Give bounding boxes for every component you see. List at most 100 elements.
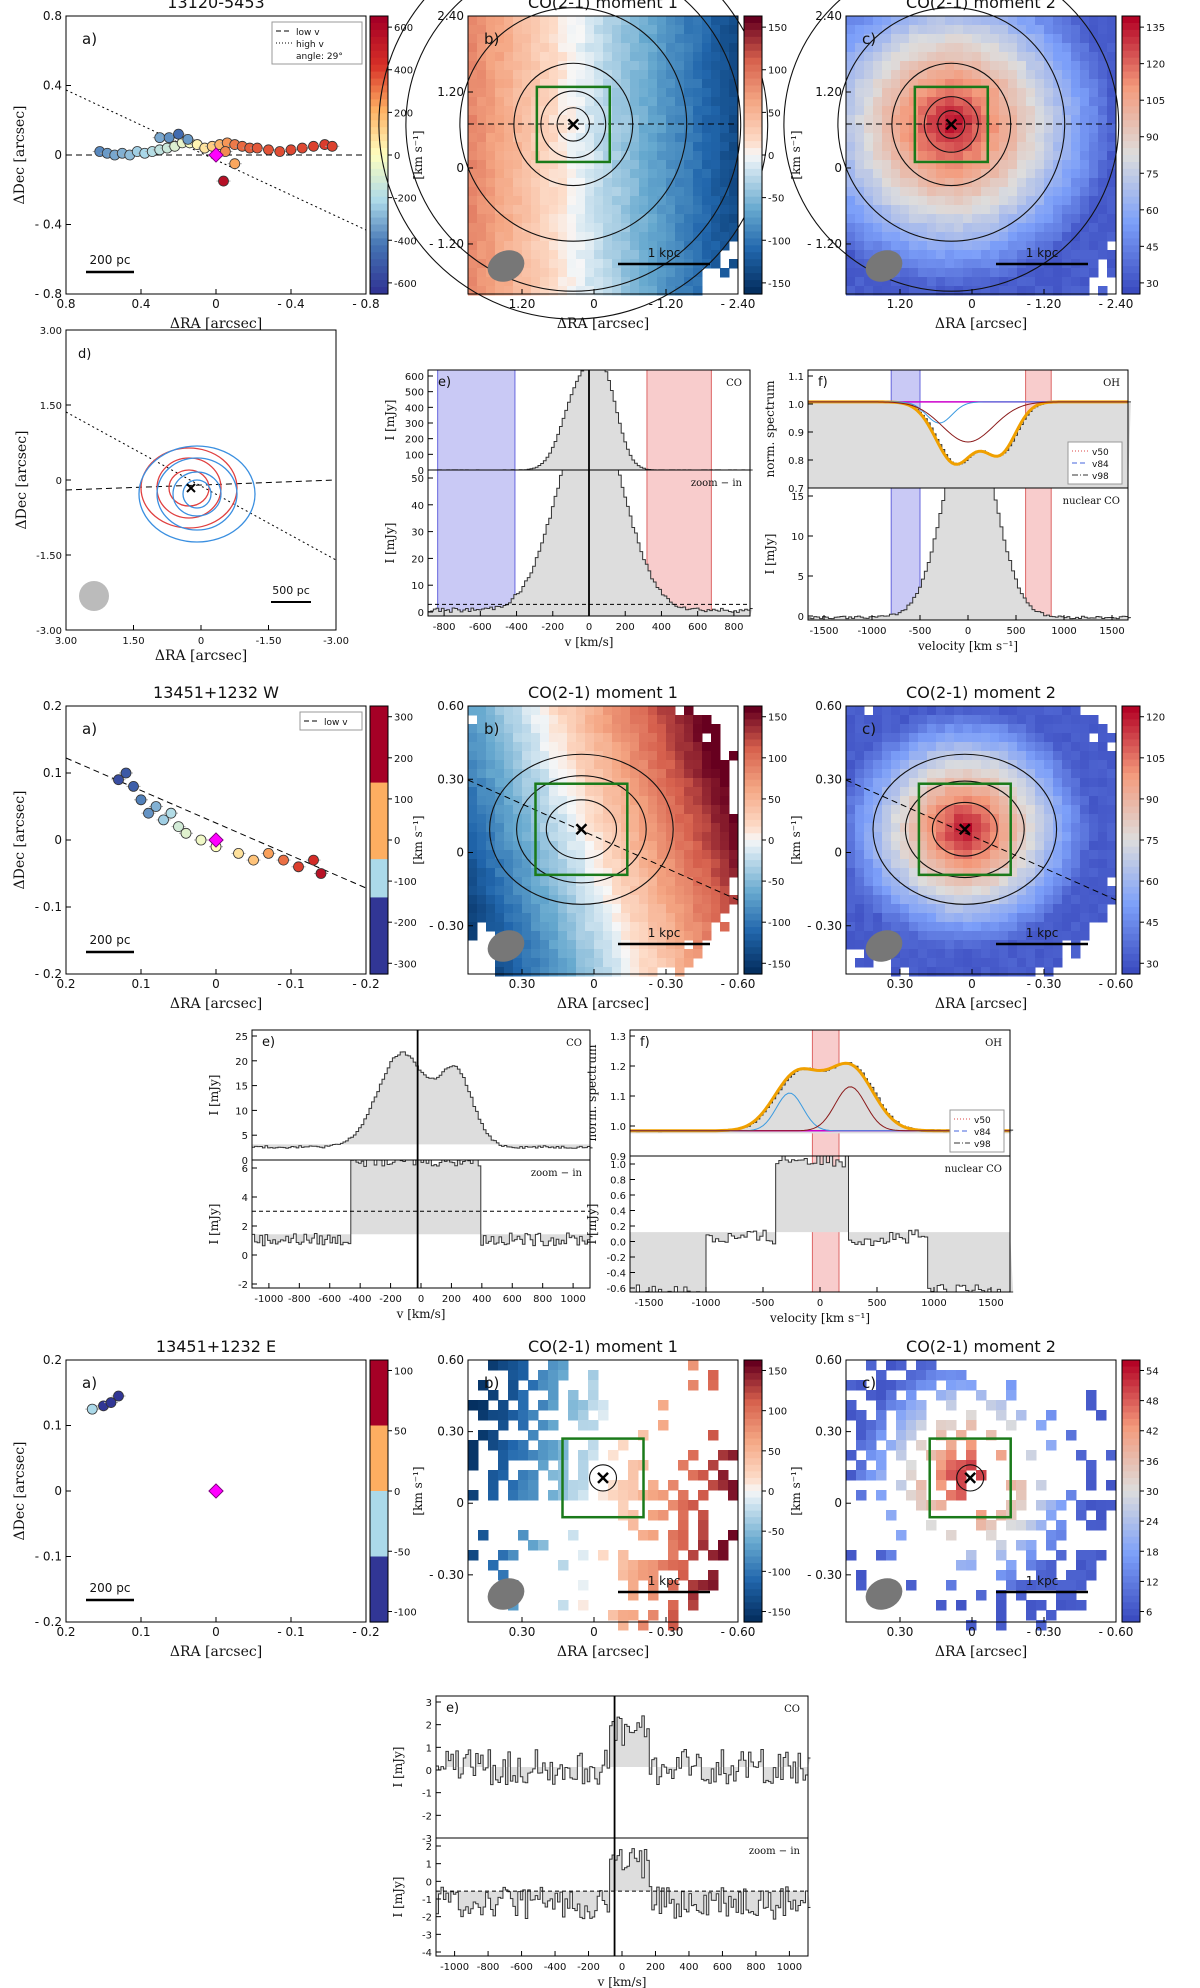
colorbar-cell [1122, 43, 1140, 52]
map-pixel [1071, 205, 1081, 215]
map-pixel [1046, 1570, 1057, 1581]
map-pixel [1089, 70, 1099, 80]
map-pixel [621, 751, 631, 761]
map-pixel [900, 742, 910, 752]
map-pixel [956, 1560, 967, 1571]
map-pixel [900, 160, 910, 170]
map-pixel [1053, 913, 1063, 923]
map-pixel [882, 895, 892, 905]
x-tick-label: 0.2 [56, 1625, 75, 1639]
intensity-contour [588, 1464, 618, 1492]
map-pixel [657, 823, 667, 833]
colorbar-cell [744, 719, 762, 727]
map-pixel [729, 16, 739, 26]
map-pixel [598, 1490, 609, 1501]
map-pixel [693, 205, 703, 215]
map-pixel [568, 1400, 579, 1411]
map-pixel [612, 34, 622, 44]
map-pixel [1062, 859, 1072, 869]
map-pixel [612, 832, 622, 842]
map-pixel [891, 733, 901, 743]
map-pixel [558, 805, 568, 815]
map-pixel [966, 1420, 977, 1431]
map-pixel [621, 286, 631, 296]
colorbar-cell [744, 1576, 762, 1584]
map-pixel [846, 223, 856, 233]
map-pixel [477, 268, 487, 278]
map-pixel [729, 70, 739, 80]
beam-ellipse [865, 250, 903, 282]
map-pixel [936, 787, 946, 797]
map-pixel [1080, 187, 1090, 197]
map-pixel [864, 850, 874, 860]
map-pixel [999, 160, 1009, 170]
map-pixel [918, 61, 928, 71]
map-pixel [567, 823, 577, 833]
map-pixel [468, 88, 478, 98]
colorbar-cell [744, 1569, 762, 1577]
map-pixel [603, 868, 613, 878]
map-pixel [981, 733, 991, 743]
map-pixel [585, 34, 595, 44]
map-pixel [999, 859, 1009, 869]
colorbar-cell [370, 266, 388, 274]
scalebar-label: 1 kpc [1026, 1574, 1059, 1588]
map-pixel [927, 904, 937, 914]
map-pixel [548, 1440, 559, 1451]
map-pixel [603, 223, 613, 233]
map-pixel [531, 169, 541, 179]
map-pixel [477, 832, 487, 842]
map-pixel [873, 886, 883, 896]
map-pixel [990, 787, 1000, 797]
map-pixel [1066, 1590, 1077, 1601]
map-pixel [864, 187, 874, 197]
legend-box [299, 711, 363, 731]
map-pixel [1107, 97, 1117, 107]
map-pixel [999, 214, 1009, 224]
map-pixel [558, 178, 568, 188]
colorbar-tick-label: 150 [768, 1366, 787, 1377]
map-pixel [945, 841, 955, 851]
map-pixel [909, 277, 919, 287]
map-pixel [1107, 115, 1117, 125]
map-pixel [531, 223, 541, 233]
colorbar-cell [744, 252, 762, 260]
data-point [180, 827, 192, 839]
map-pixel [936, 877, 946, 887]
map-pixel [648, 115, 658, 125]
map-pixel [1089, 52, 1099, 62]
map-pixel [891, 43, 901, 53]
map-pixel [1008, 250, 1018, 260]
map-pixel [549, 241, 559, 251]
map-pixel [891, 241, 901, 251]
map-pixel [864, 769, 874, 779]
map-pixel [1044, 967, 1054, 977]
map-pixel [585, 859, 595, 869]
map-pixel [666, 160, 676, 170]
map-pixel [1062, 223, 1072, 233]
map-pixel [621, 43, 631, 53]
map-pixel [711, 886, 721, 896]
data-point [251, 142, 263, 154]
map-pixel [504, 904, 514, 914]
map-pixel [468, 895, 478, 905]
map-pixel [639, 223, 649, 233]
map-pixel [945, 178, 955, 188]
map-pixel [846, 1550, 857, 1561]
aperture-box [535, 85, 611, 164]
map-pixel [678, 1500, 689, 1511]
y-tick-label: 2.40 [437, 9, 464, 23]
map-pixel [594, 868, 604, 878]
map-pixel [495, 223, 505, 233]
x-tick-label: -1000 [691, 1298, 720, 1309]
map-pixel [990, 895, 1000, 905]
map-pixel [576, 796, 586, 806]
map-pixel [531, 895, 541, 905]
colorbar-cell [370, 78, 388, 87]
map-pixel [1062, 160, 1072, 170]
map-pixel [540, 895, 550, 905]
map-pixel [1026, 724, 1036, 734]
map-pixel [702, 88, 712, 98]
map-pixel [1076, 1450, 1087, 1461]
map-pixel [1026, 97, 1036, 107]
